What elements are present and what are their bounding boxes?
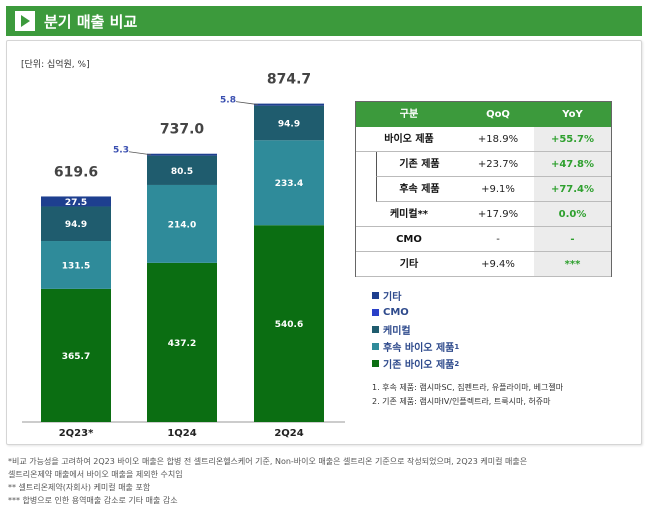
legend-item: 기타 bbox=[372, 287, 459, 304]
segment-value-label: 214.0 bbox=[168, 220, 196, 230]
bar-segment bbox=[41, 288, 111, 422]
footnote-line: *비교 가능성을 고려하여 2Q23 바이오 매출은 합병 전 셀트리온헬스케어… bbox=[8, 457, 528, 466]
qoq-value: +9.1% bbox=[462, 177, 534, 202]
legend-swatch bbox=[372, 309, 379, 316]
segment-value-label: 80.5 bbox=[171, 167, 193, 177]
table-header-cell: YoY bbox=[534, 102, 611, 127]
legend-superscript: 2 bbox=[454, 359, 460, 368]
qoq-value: +23.7% bbox=[462, 152, 534, 177]
yoy-value: +77.4% bbox=[534, 177, 611, 202]
row-label: 바이오 제품 bbox=[356, 127, 462, 152]
bar-segment bbox=[41, 206, 111, 242]
unit-label: [단위: 십억원, %] bbox=[21, 60, 90, 70]
segment-value-label: 5.8 bbox=[220, 96, 236, 106]
legend-item: 기존 바이오 제품 2 bbox=[372, 355, 459, 372]
row-label: 기타 bbox=[356, 252, 462, 277]
bar-total-label: 737.0 bbox=[160, 122, 205, 138]
legend-item: 후속 바이오 제품 1 bbox=[372, 338, 459, 355]
table-row: 기존 제품 +23.7% +47.8% bbox=[356, 152, 611, 177]
segment-value-label: 27.5 bbox=[65, 198, 87, 208]
footnote-line: *** 합병으로 인한 용역매출 감소로 기타 매출 감소 bbox=[8, 496, 178, 505]
chart-legend: 기타 CMO 케미컬 후속 바이오 제품 1 기존 바이오 제품 2 bbox=[372, 287, 459, 372]
note-line: 1. 후속 제품: 램시마SC, 짐펜트라, 유플라이마, 베그젤마 bbox=[372, 383, 564, 392]
segment-value-label: 365.7 bbox=[62, 352, 90, 362]
chart-panel bbox=[6, 40, 642, 445]
bar-total-label: 874.7 bbox=[267, 72, 311, 88]
legend-item: 케미컬 bbox=[372, 321, 459, 338]
bar-segment bbox=[41, 196, 111, 207]
yoy-value: +47.8% bbox=[534, 152, 611, 177]
segment-value-label: 437.2 bbox=[168, 339, 196, 349]
legend-item: CMO bbox=[372, 304, 459, 321]
footnote-line: 셀트리온제약 매출에서 바이오 매출을 제외한 수치임 bbox=[8, 470, 183, 479]
segment-value-label: 5.3 bbox=[113, 146, 129, 156]
footnote-line: ** 셀트리온제약(자회사) 케미컬 매출 포함 bbox=[8, 483, 151, 492]
row-label: 후속 제품 bbox=[376, 177, 462, 202]
segment-value-label: 94.9 bbox=[65, 220, 87, 230]
table-row: CMO - - bbox=[356, 227, 611, 252]
segment-value-label: 540.6 bbox=[275, 320, 303, 330]
segment-value-label: 94.9 bbox=[278, 119, 300, 129]
legend-swatch bbox=[372, 343, 379, 350]
table-row: 바이오 제품 +18.9% +55.7% bbox=[356, 127, 611, 152]
section-header: 분기 매출 비교 bbox=[6, 6, 642, 36]
segment-value-label: 233.4 bbox=[275, 179, 303, 189]
product-notes: 1. 후속 제품: 램시마SC, 짐펜트라, 유플라이마, 베그젤마 2. 기존 … bbox=[372, 381, 563, 409]
category-label: 1Q24 bbox=[167, 428, 196, 439]
bar-total-label: 619.6 bbox=[54, 164, 98, 180]
category-label: 2Q23* bbox=[59, 428, 94, 439]
segment-value-label: 131.5 bbox=[62, 261, 90, 271]
row-label: 케미컬** bbox=[356, 202, 462, 227]
qoq-value: - bbox=[462, 227, 534, 252]
yoy-value: - bbox=[534, 227, 611, 252]
qoq-value: +18.9% bbox=[462, 127, 534, 152]
table-header-cell: 구분 bbox=[356, 102, 462, 127]
category-label: 2Q24 bbox=[274, 428, 303, 439]
bar-segment bbox=[254, 103, 324, 106]
bar-segment bbox=[147, 155, 217, 185]
bar-segment bbox=[147, 153, 217, 156]
growth-table: 구분 QoQ YoY 바이오 제품 +18.9% +55.7% 기존 제품 +23.7% +47… bbox=[355, 101, 612, 277]
legend-label: 케미컬 bbox=[383, 326, 411, 337]
table-row: 기타 +9.4% *** bbox=[356, 252, 611, 277]
table-row: 후속 제품 +9.1% +77.4% bbox=[356, 177, 611, 202]
bar-segment bbox=[147, 262, 217, 422]
bar-segment bbox=[41, 241, 111, 289]
bar-segment bbox=[254, 105, 324, 141]
table-header-cell: QoQ bbox=[462, 102, 534, 127]
yoy-value: *** bbox=[534, 252, 611, 277]
section-title: 분기 매출 비교 bbox=[44, 13, 138, 31]
legend-swatch bbox=[372, 360, 379, 367]
table-row: 케미컬** +17.9% 0.0% bbox=[356, 202, 611, 227]
callout-line bbox=[128, 151, 152, 156]
qoq-value: +9.4% bbox=[462, 252, 534, 277]
row-label: CMO bbox=[356, 227, 462, 252]
row-label: 기존 제품 bbox=[376, 152, 462, 177]
bar-segment bbox=[254, 225, 324, 422]
yoy-value: +55.7% bbox=[534, 127, 611, 152]
legend-label: 기존 바이오 제품 bbox=[383, 360, 455, 371]
legend-superscript: 1 bbox=[454, 342, 460, 351]
chevron-right-icon bbox=[15, 11, 35, 31]
bar-segment bbox=[147, 184, 217, 263]
yoy-value: 0.0% bbox=[534, 202, 611, 227]
footnotes: *비교 가능성을 고려하여 2Q23 바이오 매출은 합병 전 셀트리온헬스케어… bbox=[8, 455, 638, 507]
bar-segment bbox=[254, 140, 324, 226]
legend-label: 후속 바이오 제품 bbox=[383, 343, 455, 354]
legend-label: CMO bbox=[383, 307, 409, 318]
callout-line bbox=[235, 101, 259, 106]
note-line: 2. 기존 제품: 램시마IV/인플렉트라, 트룩시마, 허쥬마 bbox=[372, 397, 551, 406]
legend-swatch bbox=[372, 326, 379, 333]
qoq-value: +17.9% bbox=[462, 202, 534, 227]
legend-label: 기타 bbox=[383, 292, 402, 303]
legend-swatch bbox=[372, 292, 379, 299]
table-header-row: 구분 QoQ YoY bbox=[356, 102, 611, 127]
